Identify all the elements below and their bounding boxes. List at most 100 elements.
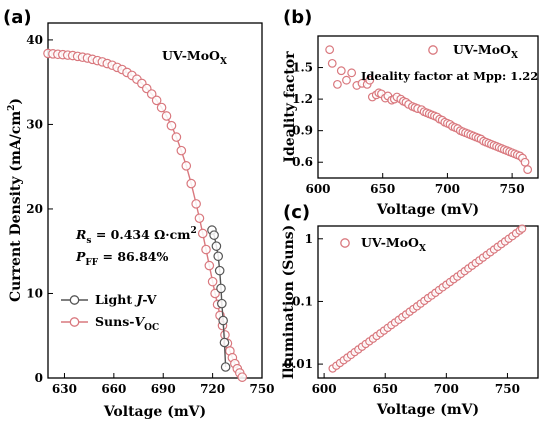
- panel-a: (a) 630 660 690 720 750 0 10 20 30 40 Voltage (m…: [3, 7, 275, 420]
- x-tick-label: 750: [495, 382, 520, 396]
- legend-suns-label: Suns-VOC: [95, 314, 159, 333]
- panel-c-x-ticks: 600 650 700 750: [312, 373, 520, 396]
- data-point: [211, 241, 222, 251]
- panel-c: (c) 600 650 700 750 0.01 0.1 1 Voltage (mV) I…: [281, 202, 539, 418]
- data-point: [214, 265, 225, 276]
- data-point: [520, 157, 530, 167]
- panel-a-rs-annotation: Rs = 0.434 Ω·cm2: [75, 226, 197, 246]
- panel-a-legend: Light J-V Suns-VOC: [61, 292, 159, 333]
- x-tick-label: 700: [435, 182, 460, 196]
- y-tick-label: 1: [305, 232, 313, 246]
- data-point: [181, 161, 192, 171]
- panel-c-y-axis-title: Illumination (Suns): [281, 225, 297, 380]
- data-point: [517, 224, 527, 233]
- data-point: [336, 66, 346, 76]
- data-point: [161, 111, 172, 121]
- x-tick-label: 650: [370, 182, 395, 196]
- panel-b-letter: (b): [283, 7, 312, 28]
- y-tick-label: 0.9: [292, 124, 313, 138]
- panel-a-sample-label: UV-MoOX: [162, 48, 227, 67]
- panel-b-x-axis-title: Voltage (mV): [376, 202, 479, 218]
- y-tick-label: 40: [26, 33, 43, 47]
- y-tick-label: 20: [26, 202, 43, 216]
- y-tick-label: 1.5: [292, 61, 313, 75]
- panel-a-y-axis-title: Current Density (mA/cm2): [7, 98, 24, 302]
- x-tick-label: 750: [500, 182, 525, 196]
- y-tick-label: 0: [35, 371, 43, 385]
- data-point: [217, 298, 227, 309]
- data-point: [365, 75, 375, 85]
- data-point: [191, 199, 201, 209]
- data-point: [201, 244, 211, 255]
- panel-a-y-ticks: 0 10 20 30 40: [26, 33, 53, 385]
- y-tick-label: 0.1: [292, 294, 313, 308]
- data-point: [333, 79, 342, 89]
- panel-c-plot-frame: [317, 225, 539, 379]
- data-point: [146, 89, 157, 99]
- y-tick-label: 0.01: [284, 357, 313, 371]
- legend-suns-marker: [69, 317, 80, 327]
- panel-b-x-ticks: 600 650 700 750: [305, 173, 525, 196]
- data-point: [171, 132, 182, 142]
- data-point: [176, 145, 187, 156]
- legend-light-marker: [69, 295, 80, 305]
- data-point: [218, 315, 228, 326]
- data-point: [347, 68, 357, 78]
- data-point: [325, 45, 335, 55]
- series-line: [211, 229, 227, 368]
- data-point: [194, 213, 205, 224]
- data-point: [216, 283, 226, 294]
- x-tick-label: 750: [249, 382, 274, 396]
- panel-c-letter: (c): [283, 202, 310, 223]
- legend-light-label: Light J-V: [95, 292, 157, 307]
- panel-b-y-axis-title: Ideality factor: [282, 51, 298, 163]
- data-point: [523, 165, 533, 174]
- panel-b-plot-frame: [317, 35, 539, 179]
- x-tick-label: 690: [151, 382, 176, 396]
- panel-c-legend-label: UV-MoOX: [361, 235, 426, 254]
- data-point: [156, 102, 167, 113]
- data-point: [166, 120, 177, 131]
- panel-b-series: [325, 45, 533, 174]
- panel-b-legend-label: UV-MoOX: [453, 42, 518, 61]
- data-point: [207, 276, 218, 287]
- panel-b-y-ticks: 0.6 0.9 1.2 1.5: [292, 61, 323, 169]
- panel-b-legend-marker: [428, 45, 438, 55]
- panel-b: (b) 600 650 700 750 0.6 0.9 1.2 1.5 Voltage (m…: [282, 7, 539, 218]
- data-point: [209, 230, 219, 240]
- data-point: [342, 75, 351, 85]
- data-point: [197, 228, 208, 239]
- x-tick-label: 600: [312, 382, 337, 396]
- panel-b-annotation: Ideality factor at Mpp: 1.22: [361, 69, 538, 83]
- data-point: [327, 58, 337, 68]
- panel-c-x-axis-title: Voltage (mV): [376, 402, 479, 418]
- y-tick-label: 0.6: [292, 155, 313, 169]
- x-tick-label: 600: [305, 182, 330, 196]
- data-point: [237, 372, 248, 382]
- data-point: [220, 362, 231, 372]
- x-tick-label: 650: [373, 382, 398, 396]
- data-point: [219, 337, 230, 348]
- y-tick-label: 1.2: [292, 92, 313, 106]
- x-tick-label: 720: [200, 382, 225, 396]
- panel-a-series: [43, 48, 248, 382]
- data-point: [186, 178, 197, 189]
- panel-a-x-ticks: 630 660 690 720 750: [52, 373, 275, 396]
- x-tick-label: 700: [434, 382, 459, 396]
- y-tick-label: 30: [26, 117, 43, 131]
- data-point: [213, 251, 224, 262]
- panel-a-plot-frame: [47, 22, 263, 379]
- panel-a-x-axis-title: Voltage (mV): [103, 404, 206, 420]
- data-point: [151, 95, 162, 106]
- panel-a-letter: (a): [3, 7, 32, 28]
- data-point: [210, 288, 220, 299]
- data-point: [204, 260, 215, 271]
- panel-c-series: [328, 224, 527, 373]
- x-tick-label: 660: [101, 382, 126, 396]
- panel-a-pff-annotation: PFF = 86.84%: [75, 249, 169, 268]
- panel-c-legend-marker: [340, 238, 350, 248]
- x-tick-label: 630: [52, 382, 77, 396]
- panel-c-y-ticks: 0.01 0.1 1: [284, 232, 323, 371]
- y-tick-label: 10: [26, 286, 43, 300]
